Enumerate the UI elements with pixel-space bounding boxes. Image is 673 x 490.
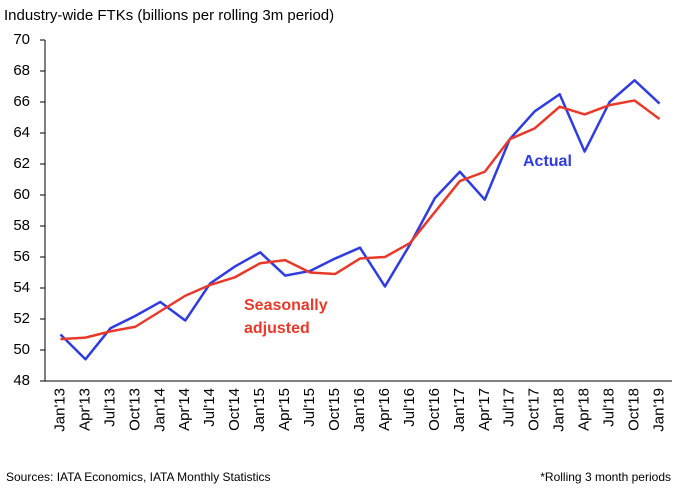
x-tick-label: Jan'15 xyxy=(251,388,268,432)
x-tick-label: Jul'17 xyxy=(501,388,518,427)
x-tick-label: Apr'17 xyxy=(476,388,493,431)
x-tick-label: Oct'18 xyxy=(626,388,643,431)
x-tick-label: Jan'13 xyxy=(51,388,68,432)
x-tick-label: Oct'13 xyxy=(126,388,143,431)
y-tick-label: 48 xyxy=(13,372,30,389)
series-label: Actual xyxy=(523,153,572,170)
y-tick-label: 70 xyxy=(13,31,30,48)
x-tick-label: Jan'16 xyxy=(351,388,368,432)
x-tick-label: Apr'14 xyxy=(176,388,193,431)
x-tick-label: Jul'13 xyxy=(101,388,118,427)
y-tick-label: 56 xyxy=(13,248,30,265)
y-tick-label: 64 xyxy=(13,124,30,141)
x-tick-label: Jul'18 xyxy=(601,388,618,427)
x-tick-label: Oct'16 xyxy=(426,388,443,431)
x-tick-label: Jan'19 xyxy=(650,388,667,432)
x-tick-label: Apr'13 xyxy=(76,388,93,431)
series-line xyxy=(60,99,661,341)
note: *Rolling 3 month periods xyxy=(540,470,671,484)
x-tick-label: Jan'17 xyxy=(451,388,468,432)
x-tick-label: Jan'14 xyxy=(151,388,168,432)
x-tick-label: Oct'17 xyxy=(526,388,543,431)
series-line xyxy=(59,79,661,361)
x-tick-label: Oct'14 xyxy=(226,388,243,431)
chart-title: Industry-wide FTKs (billions per rolling… xyxy=(4,7,334,24)
y-tick-label: 66 xyxy=(13,93,30,110)
y-tick-label: 54 xyxy=(13,279,30,296)
x-tick-label: Jul'15 xyxy=(301,388,318,427)
x-tick-label: Jul'16 xyxy=(401,388,418,427)
y-tick-label: 52 xyxy=(13,310,30,327)
y-tick-label: 68 xyxy=(13,62,30,79)
x-tick-label: Apr'18 xyxy=(576,388,593,431)
x-tick-label: Jul'14 xyxy=(201,388,218,427)
x-tick-label: Apr'16 xyxy=(376,388,393,431)
y-tick-label: 58 xyxy=(13,217,30,234)
x-tick-label: Apr'15 xyxy=(276,388,293,431)
series-label: Seasonally adjusted xyxy=(244,297,332,337)
y-tick-label: 60 xyxy=(13,186,30,203)
y-tick-label: 50 xyxy=(13,341,30,358)
x-tick-label: Jan'18 xyxy=(551,388,568,432)
source: Sources: IATA Economics, IATA Monthly St… xyxy=(6,470,271,484)
x-tick-label: Oct'15 xyxy=(326,388,343,431)
y-tick-label: 62 xyxy=(13,155,30,172)
